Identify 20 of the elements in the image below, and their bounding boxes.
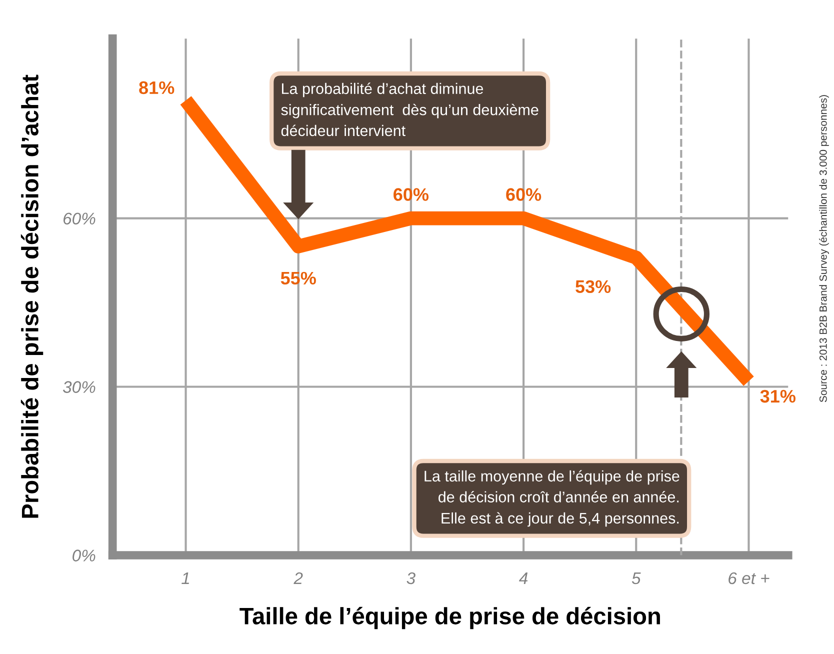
y-axis-title: Probabilité de prise de décision d’achat bbox=[20, 74, 44, 518]
y-tick-label: 60% bbox=[64, 212, 96, 224]
data-label: 53% bbox=[576, 280, 611, 294]
x-tick-label: 4 bbox=[519, 572, 528, 584]
x-tick-label: 5 bbox=[632, 572, 641, 584]
x-tick-label: 2 bbox=[294, 572, 303, 584]
annotation: La taille moyenne de l’équipe de prise de décision croît d’année en année. Elle est à ce jour de 5,4 personnes. bbox=[424, 470, 680, 527]
data-label: 60% bbox=[506, 188, 542, 201]
source-note: Source : 2013 B2B Brand Survey (échantillon de 3.000 personnes) bbox=[819, 95, 829, 402]
annotation: La probabilité d’achat diminue significativement dès qu’un deuxième décideur intervient bbox=[281, 82, 538, 136]
x-tick-label: 1 bbox=[182, 572, 189, 584]
data-label: 55% bbox=[280, 272, 316, 285]
y-tick-label: 30% bbox=[62, 381, 96, 393]
y-tick-label: 0% bbox=[72, 550, 96, 562]
data-label: 60% bbox=[394, 188, 429, 201]
data-label: 81% bbox=[139, 81, 174, 94]
x-tick-label: 3 bbox=[406, 572, 416, 584]
x-tick-label: 6 et + bbox=[728, 572, 770, 584]
data-label: 31% bbox=[760, 390, 796, 403]
x-axis-title: Taille de l’équipe de prise de décision bbox=[240, 606, 660, 630]
